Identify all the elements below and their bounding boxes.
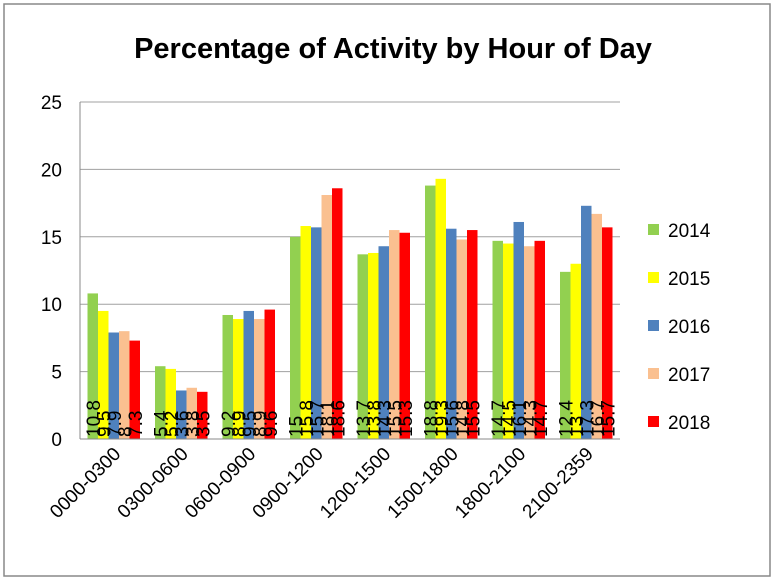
data-label: 15.3 [396,400,417,437]
data-label: 16.7 [588,400,609,437]
bar [602,227,613,439]
bar [492,240,503,439]
bar [357,254,368,439]
bar [119,331,130,439]
bar [98,310,109,439]
bar [311,227,322,439]
data-label: 17.3 [577,400,598,437]
bar [425,185,436,439]
bar [534,240,545,439]
legend-label: 2018 [668,413,710,434]
bar [467,230,478,439]
legend-swatch [648,320,659,331]
data-label: 14.3 [375,400,396,437]
data-label: 9.5 [94,411,115,437]
y-tick-label: 20 [41,160,62,181]
bar [446,228,457,439]
data-label: 14.5 [499,400,520,437]
bar [435,178,446,439]
bar [503,243,514,439]
bar [570,263,581,439]
data-label: 15.8 [297,400,318,437]
bar [524,246,535,439]
bar [560,271,571,439]
bar [197,391,208,439]
data-label: 5.4 [151,410,172,437]
bar [300,226,311,439]
bar [378,246,389,439]
data-label: 7.3 [126,411,147,437]
data-label: 16.1 [510,400,531,437]
bar [389,230,400,439]
data-label: 14.8 [453,400,474,437]
legend-label: 2017 [668,365,710,386]
bar [87,293,98,439]
bar [222,314,233,439]
data-label: 14.3 [520,400,541,437]
bar [368,252,379,439]
bar [591,213,602,439]
data-label: 3.8 [183,411,204,437]
bar [165,368,176,439]
data-label: 8.9 [229,411,250,437]
bar [176,390,187,439]
data-label: 15.7 [307,400,328,437]
legend-swatch [648,368,659,379]
data-label: 10.8 [84,400,105,437]
bar [399,232,410,439]
chart-title: Percentage of Activity by Hour of Day [134,33,652,65]
data-label: 19.3 [432,400,453,437]
data-label: 9.2 [219,411,240,437]
data-label: 13 [567,416,588,437]
data-label: 15.5 [463,400,484,437]
bar [254,319,265,439]
data-label: 12.4 [556,400,577,437]
y-tick-label: 0 [51,430,62,451]
data-label: 13.7 [354,400,375,437]
data-label: 15 [286,416,307,437]
data-label: 7.9 [105,411,126,437]
data-label: 8 [115,426,136,437]
data-label: 8.9 [250,411,271,437]
data-label: 18.6 [328,400,349,437]
data-label: 14.7 [489,400,510,437]
data-label: 15.6 [442,400,463,437]
data-label: 15.7 [598,400,619,437]
legend-label: 2016 [668,317,710,338]
bar [456,239,467,439]
bar [581,205,592,439]
data-label: 3.5 [193,411,214,437]
data-label: 18.8 [421,400,442,437]
legend-label: 2014 [668,221,711,242]
y-tick-label: 10 [41,295,62,316]
bar [233,319,244,439]
bar [108,332,119,439]
bar [129,340,140,439]
legend-swatch [648,416,659,427]
y-tick-label: 25 [41,93,62,114]
data-label: 13.8 [364,400,385,437]
bar [243,310,254,439]
data-label: 14.7 [531,400,552,437]
bar [321,195,332,439]
y-tick-label: 15 [41,228,62,249]
data-label: 9.6 [261,411,282,437]
bar [186,387,197,439]
bar [513,221,524,439]
data-label: 18.1 [318,400,339,437]
bar [264,309,275,439]
legend-swatch [648,224,659,235]
y-tick-label: 5 [51,363,62,384]
bar [290,236,301,439]
data-label: 15.5 [385,400,406,437]
data-label: 9.5 [240,411,261,437]
data-label: 5.2 [162,411,183,437]
bar [332,188,343,439]
data-label: 3.6 [172,411,193,437]
legend-label: 2015 [668,269,710,290]
legend-swatch [648,272,659,283]
bar [155,366,166,439]
